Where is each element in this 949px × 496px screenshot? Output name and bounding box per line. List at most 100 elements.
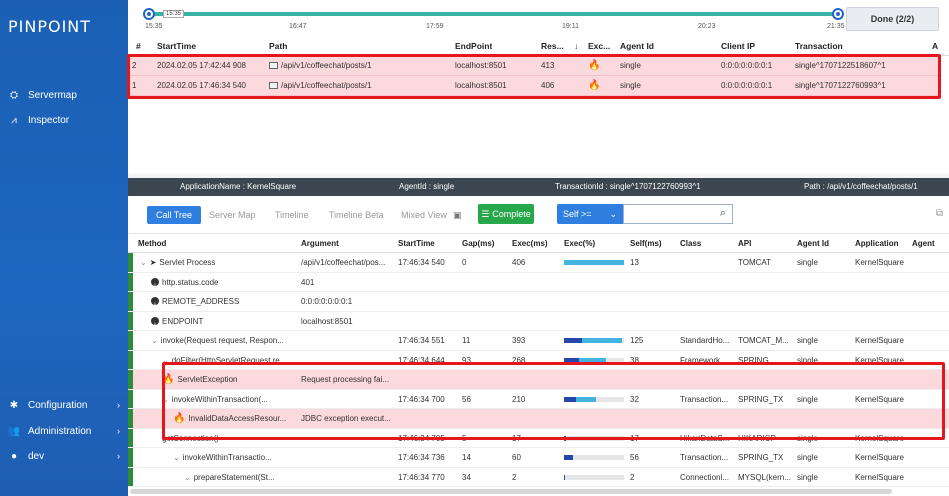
call-tree-row[interactable]: iREMOTE_ADDRESS 0:0:0:0:0:0:0:1: [128, 292, 949, 312]
call-tree-exception-row[interactable]: 🔥 ServletException Request processing fai.…: [128, 370, 949, 390]
sort-desc-icon[interactable]: ↓: [574, 41, 579, 51]
timeline-track[interactable]: [149, 12, 839, 16]
self-filter-select[interactable]: Self >= ⌄: [557, 204, 623, 224]
exec-percent-self-fill: [564, 357, 579, 363]
chevron-down-icon[interactable]: ⌄: [162, 355, 169, 365]
call-tree-exception-row[interactable]: 🔥 InvalidDataAccessResour... JDBC exceptio…: [128, 409, 949, 429]
cell-gap: 14: [462, 453, 471, 462]
col-argument[interactable]: Argument: [301, 239, 339, 248]
method-name: http.status.code: [162, 277, 219, 287]
panel-resizer[interactable]: [128, 174, 949, 178]
cell-app: KernelSquare: [855, 258, 904, 267]
sidebar-item-label: Servermap: [28, 89, 77, 101]
col-class[interactable]: Class: [680, 239, 702, 248]
col-exception[interactable]: Exc...: [588, 41, 611, 51]
chevron-down-icon[interactable]: ⌄: [173, 453, 180, 462]
exception-fire-icon: 🔥: [588, 60, 601, 71]
col-starttime[interactable]: StartTime: [398, 239, 435, 248]
col-clientip[interactable]: Client IP: [721, 41, 756, 51]
cell-method: 🔥 ServletException: [162, 370, 288, 390]
pinpoint-logo[interactable]: PINPOINT: [8, 17, 92, 36]
timeline-end-handle[interactable]: [832, 8, 844, 20]
col-exec-pct[interactable]: Exec(%): [564, 239, 596, 248]
chevron-down-icon[interactable]: ⌄: [140, 258, 147, 267]
cell-start: 2024.02.05 17:42:44 908: [157, 61, 246, 70]
expand-icon[interactable]: ⧉: [935, 208, 943, 219]
sidebar-item-servermap[interactable]: ⛭ Servermap: [0, 84, 128, 106]
method-name: REMOTE_ADDRESS: [162, 297, 240, 306]
cell-self: 38: [630, 355, 639, 365]
transaction-row[interactable]: 1 2024.02.05 17:46:34 540/api/v1/coffeech…: [128, 76, 940, 96]
cell-gap: 0: [462, 258, 467, 267]
cell-agent: single: [797, 394, 818, 404]
image-icon[interactable]: ▣: [453, 210, 462, 220]
horizontal-scrollbar[interactable]: [130, 489, 892, 494]
info-transaction: TransactionId : single^1707122760993^1: [555, 182, 701, 191]
cell-agent: single: [797, 433, 818, 443]
call-tree-row[interactable]: ihttp.status.code 401: [128, 272, 949, 292]
col-num[interactable]: #: [136, 41, 141, 51]
call-tree-header: Method Argument StartTime Gap(ms) Exec(m…: [128, 234, 949, 253]
call-tree-row[interactable]: ⌄ doFilter(HttpServletRequest re... 17:46:…: [128, 350, 949, 371]
cell-res: 406: [541, 81, 555, 90]
chevron-down-icon[interactable]: ⌄: [162, 394, 169, 404]
call-tree-row[interactable]: getConnection() 17:46:34 705 5 17 17 HikariDa…: [128, 428, 949, 448]
sidebar-item-administration[interactable]: 👥 Administration ›: [0, 420, 128, 442]
chevron-down-icon[interactable]: ⌄: [184, 472, 191, 482]
cell-arg: localhost:8501: [301, 316, 353, 326]
col-starttime[interactable]: StartTime: [157, 41, 197, 51]
done-button[interactable]: Done (2/2): [846, 7, 939, 31]
call-tree-row[interactable]: ⌄ invoke(Request request, Respon... 17:46:…: [128, 331, 949, 351]
col-response[interactable]: Res...: [541, 41, 564, 51]
cell-endpoint: localhost:8501: [455, 61, 507, 70]
row-agent-marker: [128, 331, 133, 350]
col-application[interactable]: Application: [855, 239, 899, 248]
col-path[interactable]: Path: [269, 41, 288, 51]
col-method[interactable]: Method: [138, 239, 167, 248]
cell-start: 17:46:34 705: [398, 433, 445, 443]
chevron-down-icon[interactable]: ⌄: [151, 336, 158, 345]
complete-button[interactable]: ☰ Complete: [478, 204, 534, 224]
cell-method: ⌄ doFilter(HttpServletRequest re...: [162, 351, 288, 371]
method-name: doFilter(HttpServletRequest re...: [171, 355, 287, 365]
cell-start: 17:46:34 700: [398, 394, 445, 404]
tab-timeline[interactable]: Timeline: [275, 210, 309, 220]
call-tree-row[interactable]: iENDPOINT localhost:8501: [128, 311, 949, 331]
call-tree-row[interactable]: ⌄ prepareStatement(St... 17:46:34 770 34 2 2 C…: [128, 467, 949, 487]
col-self[interactable]: Self(ms): [630, 239, 662, 248]
cell-start: 17:46:34 551: [398, 336, 445, 345]
sidebar-item-dev[interactable]: ● dev ›: [0, 445, 128, 467]
method-name: ENDPOINT: [162, 316, 204, 326]
col-agent[interactable]: Agent: [912, 239, 935, 248]
cell-app: KernelSquare: [855, 394, 904, 404]
sidebar-item-inspector[interactable]: ⩘ Inspector: [0, 109, 128, 131]
tab-timeline-beta[interactable]: Timeline Beta: [329, 210, 384, 220]
cell-api: SPRING_TX: [738, 453, 784, 462]
col-exec[interactable]: Exec(ms): [512, 239, 548, 248]
col-more[interactable]: A: [932, 41, 939, 51]
calltree-search-input[interactable]: ⌕: [623, 204, 733, 224]
cell-cls: Transaction...: [680, 453, 729, 462]
user-icon: ●: [10, 450, 18, 462]
search-icon[interactable]: ⌕: [719, 207, 726, 219]
cell-self: 32: [630, 394, 639, 404]
tab-mixed-view[interactable]: Mixed View: [401, 210, 447, 220]
col-agentid[interactable]: Agent Id: [620, 41, 654, 51]
sidebar-item-configuration[interactable]: ✱ Configuration ›: [0, 394, 128, 416]
call-tree-row[interactable]: ⌄ invokeWithinTransactio... 17:46:34 736 14…: [128, 448, 949, 468]
call-tree-row[interactable]: ⌄ invokeWithinTransaction(... 17:46:34 700…: [128, 389, 949, 409]
row-agent-marker: [128, 389, 133, 408]
col-api[interactable]: API: [738, 239, 752, 248]
self-filter-label: Self >=: [563, 209, 592, 219]
col-agentid[interactable]: Agent Id: [797, 239, 829, 248]
transaction-row[interactable]: 2 2024.02.05 17:42:44 908/api/v1/coffeech…: [128, 56, 940, 76]
tab-server-map[interactable]: Server Map: [209, 210, 256, 220]
chevron-right-icon: ›: [117, 400, 120, 410]
col-transaction[interactable]: Transaction: [795, 41, 843, 51]
col-endpoint[interactable]: EndPoint: [455, 41, 493, 51]
call-tree-row[interactable]: ⌄ ➤ Servlet Process/api/v1/coffeechat/pos.…: [128, 253, 949, 273]
col-gap[interactable]: Gap(ms): [462, 239, 495, 248]
tab-call-tree[interactable]: Call Tree: [147, 206, 202, 224]
timeline-start-handle[interactable]: [143, 8, 155, 20]
cell-start: 17:46:34 540: [398, 258, 445, 267]
